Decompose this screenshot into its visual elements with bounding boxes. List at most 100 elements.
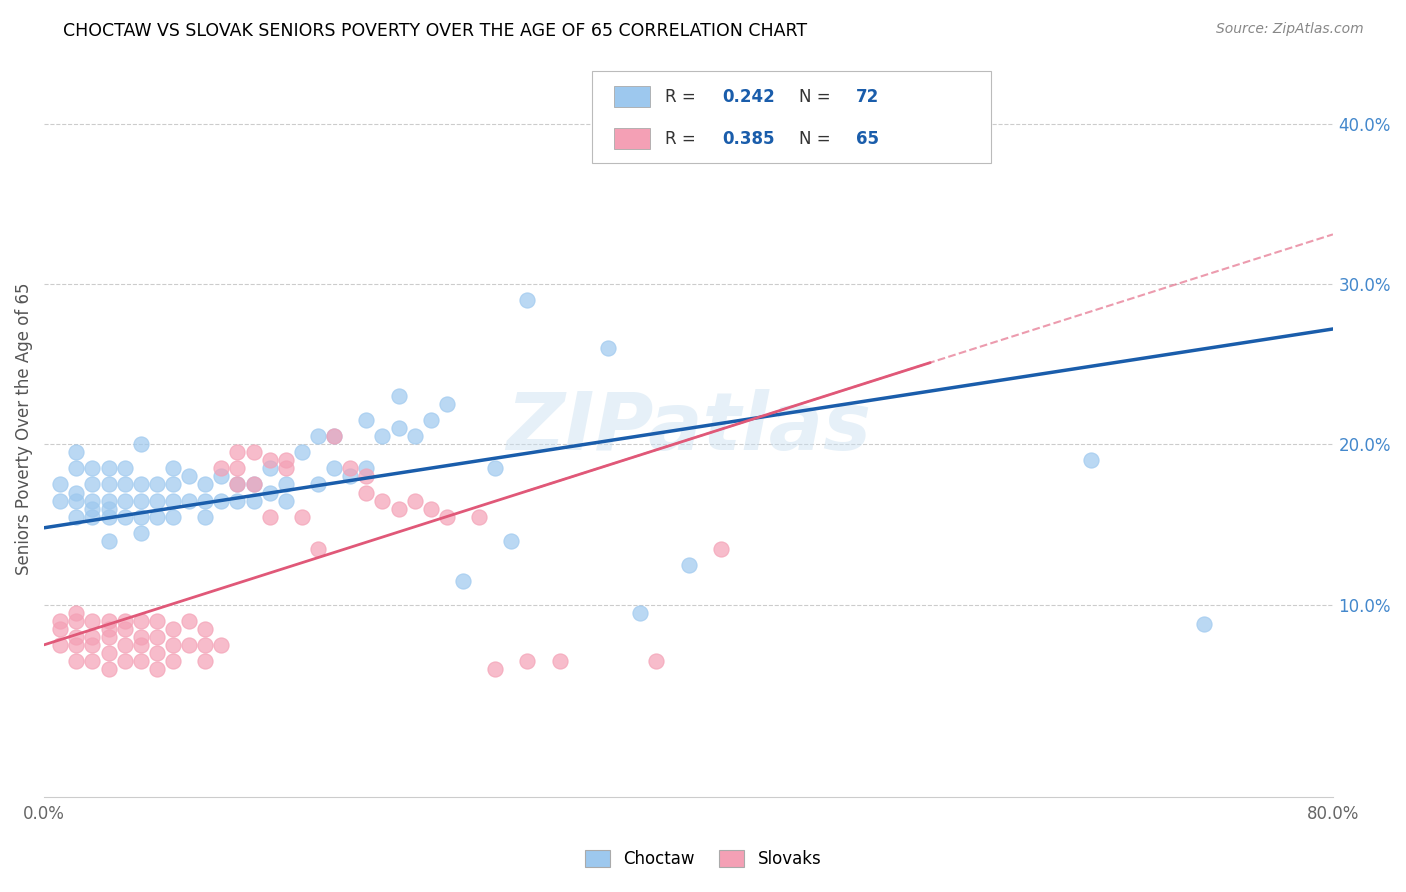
- Point: [129, 477, 152, 491]
- Point: [146, 662, 169, 676]
- Point: [259, 461, 281, 475]
- Point: [339, 461, 361, 475]
- Point: [65, 654, 87, 668]
- Point: [274, 453, 297, 467]
- Point: [291, 445, 314, 459]
- Point: [274, 477, 297, 491]
- Point: [177, 493, 200, 508]
- Text: 0.242: 0.242: [723, 88, 775, 106]
- Point: [339, 469, 361, 483]
- Point: [209, 469, 232, 483]
- Point: [97, 493, 120, 508]
- FancyBboxPatch shape: [614, 87, 650, 107]
- Point: [516, 293, 538, 307]
- Point: [645, 654, 668, 668]
- Point: [177, 614, 200, 628]
- Point: [242, 493, 264, 508]
- Point: [82, 654, 104, 668]
- Point: [259, 485, 281, 500]
- Point: [710, 541, 733, 556]
- Point: [451, 574, 474, 588]
- Point: [356, 485, 378, 500]
- Point: [209, 638, 232, 652]
- Point: [484, 662, 506, 676]
- Point: [419, 413, 441, 427]
- Point: [146, 493, 169, 508]
- Point: [209, 461, 232, 475]
- Point: [436, 509, 458, 524]
- Point: [114, 477, 136, 491]
- Point: [129, 493, 152, 508]
- Point: [97, 461, 120, 475]
- Point: [82, 501, 104, 516]
- Point: [387, 501, 409, 516]
- Point: [226, 461, 249, 475]
- Point: [242, 477, 264, 491]
- Point: [274, 493, 297, 508]
- Point: [501, 533, 523, 548]
- Point: [114, 654, 136, 668]
- Point: [1080, 453, 1102, 467]
- Point: [146, 509, 169, 524]
- Point: [548, 654, 571, 668]
- Point: [323, 429, 346, 443]
- Point: [82, 509, 104, 524]
- Point: [82, 461, 104, 475]
- Point: [274, 461, 297, 475]
- Point: [387, 421, 409, 435]
- Point: [226, 477, 249, 491]
- Point: [162, 461, 184, 475]
- Point: [419, 501, 441, 516]
- Point: [484, 461, 506, 475]
- Point: [1192, 617, 1215, 632]
- Point: [65, 485, 87, 500]
- FancyBboxPatch shape: [614, 128, 650, 149]
- Point: [356, 461, 378, 475]
- Point: [114, 622, 136, 636]
- Point: [307, 541, 329, 556]
- Point: [65, 445, 87, 459]
- Point: [307, 477, 329, 491]
- Point: [82, 614, 104, 628]
- Point: [97, 477, 120, 491]
- Point: [162, 509, 184, 524]
- Point: [194, 622, 217, 636]
- Point: [97, 662, 120, 676]
- Point: [65, 461, 87, 475]
- Point: [194, 638, 217, 652]
- Point: [146, 477, 169, 491]
- Point: [678, 558, 700, 572]
- Point: [371, 429, 394, 443]
- Point: [65, 638, 87, 652]
- Point: [194, 477, 217, 491]
- Point: [97, 646, 120, 660]
- FancyBboxPatch shape: [592, 70, 991, 163]
- Text: CHOCTAW VS SLOVAK SENIORS POVERTY OVER THE AGE OF 65 CORRELATION CHART: CHOCTAW VS SLOVAK SENIORS POVERTY OVER T…: [63, 22, 807, 40]
- Point: [97, 622, 120, 636]
- Point: [226, 493, 249, 508]
- Text: N =: N =: [800, 88, 837, 106]
- Point: [387, 389, 409, 403]
- Point: [82, 630, 104, 644]
- Point: [323, 461, 346, 475]
- Text: ZIPatlas: ZIPatlas: [506, 390, 872, 467]
- Point: [146, 614, 169, 628]
- Point: [371, 493, 394, 508]
- Point: [65, 630, 87, 644]
- Point: [97, 533, 120, 548]
- Point: [162, 654, 184, 668]
- Text: 72: 72: [856, 88, 879, 106]
- Point: [194, 493, 217, 508]
- Point: [226, 477, 249, 491]
- Point: [114, 638, 136, 652]
- Point: [65, 614, 87, 628]
- Point: [129, 614, 152, 628]
- Text: 0.385: 0.385: [723, 130, 775, 148]
- Point: [97, 630, 120, 644]
- Point: [49, 614, 72, 628]
- Point: [97, 614, 120, 628]
- Point: [82, 493, 104, 508]
- Point: [129, 525, 152, 540]
- Point: [49, 477, 72, 491]
- Legend: Choctaw, Slovaks: Choctaw, Slovaks: [578, 843, 828, 875]
